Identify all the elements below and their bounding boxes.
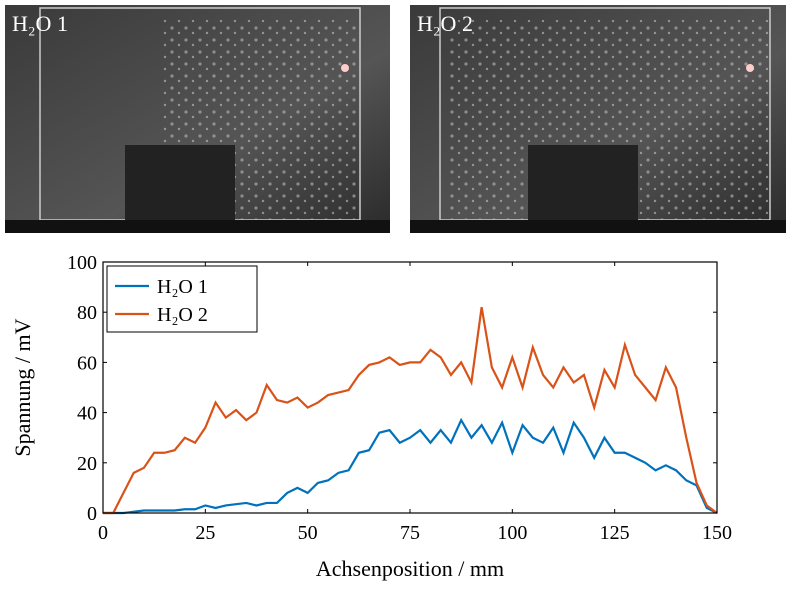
x-tick-label: 100 [497,522,527,544]
data-line [103,306,718,515]
y-tick-label: 20 [77,453,97,475]
x-tick-label: 25 [195,522,215,544]
chart: 0 25 50 75 100 125 150 0 20 40 60 80 100 Achsenpositi… [10,252,732,581]
data-line [103,417,718,515]
x-tick-label: 75 [400,522,420,544]
legend-label: H₂O 2 [157,304,208,326]
photo-label: H₂O 1 [12,11,68,36]
legend-box [106,265,258,333]
y-tick-label: 0 [87,503,97,525]
x-tick-label: 125 [600,522,630,544]
x-tick-label: 50 [298,522,318,544]
photo-2: H₂O 2 [410,5,786,233]
x-tick-label: 0 [98,522,108,544]
legend-label: H₂O 1 [157,276,208,298]
y-tick-label: 100 [67,252,97,274]
plot-frame [102,261,718,514]
y-axis-label: Spannung / mV [10,318,35,456]
y-tick-label: 60 [77,352,97,374]
y-tick-label: 40 [77,403,97,425]
x-tick-label: 150 [702,522,732,544]
y-tick-label: 80 [77,302,97,324]
x-axis-label: Achsenposition / mm [316,556,504,581]
photo-label: H₂O 2 [417,11,473,36]
photo-1: H₂O 1 [5,5,390,233]
